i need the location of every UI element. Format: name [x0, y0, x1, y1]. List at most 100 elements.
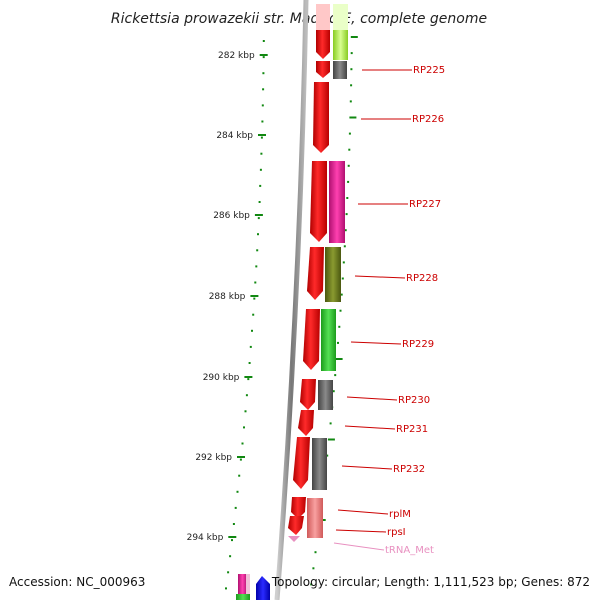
- ruler-minor-tick: [252, 313, 255, 316]
- outer-ring-dot: [338, 325, 341, 328]
- ruler-minor-tick: [238, 474, 241, 477]
- ruler-minor-tick: [258, 201, 261, 203]
- outer-ring-dot: [349, 116, 357, 119]
- accession-text: Accession: NC_000963: [9, 575, 145, 589]
- ruler-major-ticks: 282 kbp 284 kbp 286 kbp 288 kbp 290 kbp 292 k…: [187, 51, 268, 543]
- gene-arrow-rp230[interactable]: [300, 379, 316, 410]
- gene-arrow-rp226[interactable]: [313, 82, 329, 153]
- gene-label-rp225[interactable]: RP225: [413, 65, 445, 76]
- ruler-minor-tick: [229, 555, 232, 558]
- ruler-minor-tick: [247, 378, 250, 381]
- map-title: Rickettsia prowazekii str. Madrid E, com…: [111, 11, 487, 27]
- gene-label-leader: [350, 341, 402, 345]
- bottom-gene-arrow-blue[interactable]: [256, 576, 270, 600]
- ruler-label: 286 kbp: [213, 211, 250, 221]
- ruler-minor-tick: [255, 265, 258, 268]
- outer-ring-dot: [337, 341, 339, 344]
- ruler-label: 288 kbp: [209, 292, 246, 302]
- trna-met-marker[interactable]: [288, 536, 300, 542]
- gene-label-rp230[interactable]: RP230: [398, 395, 430, 406]
- cog-block-gray-2[interactable]: [318, 380, 333, 410]
- outer-ring-dot: [347, 164, 350, 167]
- ruler-minor-tick: [239, 458, 242, 461]
- ruler-minor-tick: [249, 345, 252, 348]
- gene-arrow-rp232[interactable]: [293, 437, 310, 489]
- cog-block-gray-3[interactable]: [312, 438, 327, 490]
- cog-block-pink[interactable]: [329, 161, 345, 243]
- gene-arrow-rp229[interactable]: [303, 309, 320, 370]
- gene-label-rp228[interactable]: RP228: [406, 273, 438, 284]
- gene-arrow-rp227[interactable]: [310, 161, 327, 242]
- gene-labels: RP225 RP226 RP227 RP228 RP229 RP230 RP231 RP232…: [333, 65, 445, 556]
- gene-label-leader: [337, 509, 389, 515]
- ruler-label: 282 kbp: [218, 51, 255, 61]
- cog-block-olive[interactable]: [325, 247, 341, 302]
- ruler-major-tick: [237, 456, 245, 458]
- ruler-minor-tick: [262, 88, 265, 91]
- ruler-minor-tick: [251, 329, 253, 332]
- gene-label-rp231[interactable]: RP231: [396, 424, 428, 435]
- outer-ring-dot: [349, 100, 352, 103]
- gene-label-leader: [354, 275, 406, 279]
- gene-arrow-rpsi[interactable]: [288, 516, 304, 535]
- ruler-minor-tick: [243, 426, 245, 429]
- ruler-minor-tick: [234, 506, 237, 509]
- gene-arrow-rp228[interactable]: [307, 247, 324, 300]
- ruler-minor-tick: [227, 571, 230, 574]
- cog-block-salmon[interactable]: [307, 498, 323, 538]
- cog-block-gray-1[interactable]: [333, 61, 347, 79]
- outer-ring-dot: [350, 36, 358, 38]
- ruler-minor-tick: [261, 120, 264, 123]
- gene-label-trna_met[interactable]: tRNA_Met: [385, 545, 434, 556]
- ruler-label: 290 kbp: [203, 373, 240, 383]
- gene-arrow-rp225[interactable]: [316, 61, 330, 78]
- gene-label-rp229[interactable]: RP229: [402, 339, 434, 350]
- ruler-major-tick: [254, 214, 263, 216]
- ruler-minor-tick: [241, 442, 244, 445]
- gene-arrow-rp224[interactable]: [316, 30, 330, 59]
- bottom-features: [236, 574, 270, 600]
- ruler-minor-ticks: [225, 40, 265, 590]
- outer-ring-dot: [348, 132, 351, 135]
- gene-label-rp232[interactable]: RP232: [393, 464, 425, 475]
- ruler-major-tick: [244, 376, 253, 378]
- outer-ring-dot: [327, 438, 335, 441]
- outer-ring-dot: [329, 422, 332, 425]
- ruler-minor-tick: [256, 249, 259, 252]
- ruler-label: 294 kbp: [187, 533, 224, 543]
- ruler-major-tick: [258, 134, 266, 136]
- outer-ring-dot: [345, 213, 348, 216]
- ruler-minor-tick: [260, 136, 263, 139]
- cog-block-green[interactable]: [321, 309, 336, 371]
- gene-arrow-rplm[interactable]: [291, 497, 306, 519]
- cog-track: [307, 4, 348, 538]
- ruler-minor-tick: [236, 490, 239, 493]
- gene-label-rplm[interactable]: rplM: [389, 509, 411, 520]
- outer-ring-dot: [350, 52, 353, 55]
- ruler-minor-tick: [244, 410, 247, 413]
- outer-ring-dot: [335, 358, 343, 360]
- outer-ring-dot: [334, 374, 337, 377]
- ruler-minor-tick: [232, 523, 235, 525]
- gene-label-rp227[interactable]: RP227: [409, 199, 441, 210]
- gene-label-rp226[interactable]: RP226: [412, 114, 444, 125]
- gene-label-leader: [341, 465, 393, 470]
- gene-label-leader: [333, 542, 385, 551]
- cog-block-lime[interactable]: [333, 30, 348, 60]
- ruler-minor-tick: [231, 539, 233, 542]
- outer-ring-dot: [347, 180, 350, 183]
- outer-ring-dot: [332, 390, 335, 393]
- gene-arrow-rp231[interactable]: [298, 410, 314, 436]
- ruler-minor-tick: [261, 104, 264, 107]
- gene-label-rpsi[interactable]: rpsI: [387, 527, 406, 538]
- bottom-cog-pink[interactable]: [238, 574, 247, 594]
- outer-ring-dot: [343, 245, 346, 248]
- bottom-cog-green[interactable]: [236, 594, 250, 600]
- ruler-minor-tick: [262, 56, 265, 59]
- genome-summary-text: Topology: circular; Length: 1,111,523 bp…: [271, 575, 590, 589]
- outer-ring-dot: [326, 454, 329, 457]
- ruler-minor-tick: [260, 152, 263, 155]
- outer-ring-dot: [340, 293, 343, 296]
- ruler-label: 292 kbp: [195, 453, 232, 463]
